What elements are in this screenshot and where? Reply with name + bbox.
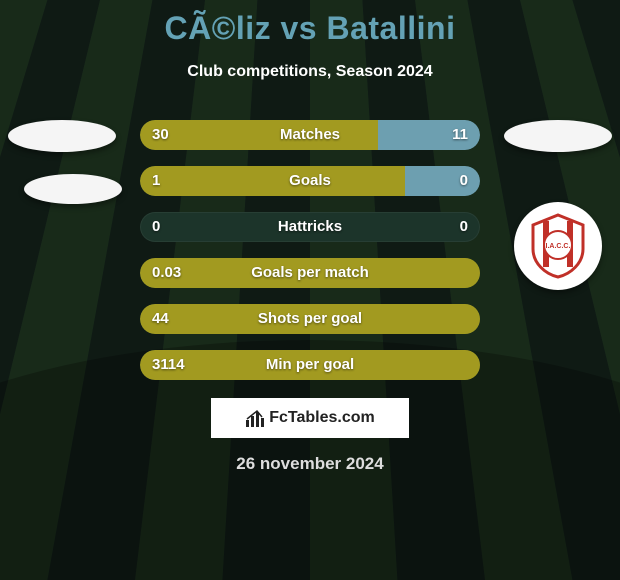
stat-row: 10Goals — [140, 166, 480, 196]
stat-fill-left — [140, 350, 480, 380]
club-badge-right: I.A.C.C. — [514, 202, 602, 290]
stat-value-right: 0 — [460, 212, 468, 242]
stat-row: 44Shots per goal — [140, 304, 480, 334]
page-title: CÃ©liz vs Batallini — [0, 0, 620, 47]
stat-row: 0.03Goals per match — [140, 258, 480, 288]
stat-value-left: 0 — [152, 212, 160, 242]
stat-row: 3114Min per goal — [140, 350, 480, 380]
watermark-chart-icon — [245, 408, 265, 428]
stat-fill-left — [140, 166, 405, 196]
stat-fill-right — [378, 120, 480, 150]
watermark-text: FcTables.com — [269, 409, 375, 427]
watermark: FcTables.com — [211, 398, 409, 438]
stat-fill-right — [405, 166, 480, 196]
stat-row: 3011Matches — [140, 120, 480, 150]
stat-fill-left — [140, 304, 480, 334]
club-crest-icon: I.A.C.C. — [523, 211, 593, 281]
player-left-ellipse-1 — [8, 120, 116, 152]
svg-text:I.A.C.C.: I.A.C.C. — [546, 243, 571, 250]
stat-fill-left — [140, 120, 378, 150]
stat-fill-left — [140, 258, 480, 288]
comparison-bars: 3011Matches 10Goals 0 0Hattricks 0.03Goals p… — [140, 120, 480, 396]
stat-label: Hattricks — [140, 212, 480, 242]
player-right-ellipse-1 — [504, 120, 612, 152]
page-subtitle: Club competitions, Season 2024 — [0, 63, 620, 81]
stat-row: 0 0Hattricks — [140, 212, 480, 242]
footer-date: 26 november 2024 — [0, 454, 620, 474]
player-left-ellipse-2 — [24, 174, 122, 204]
